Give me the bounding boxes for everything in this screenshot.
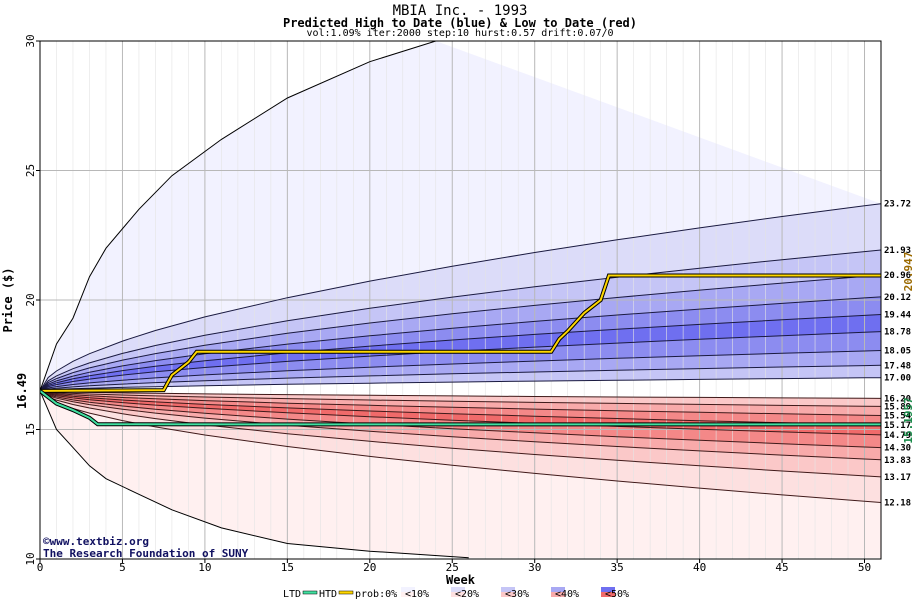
legend-ltd-swatch xyxy=(302,590,318,595)
htd-line xyxy=(40,274,881,392)
band-lower-2 xyxy=(40,390,881,426)
quantile-end-label: 13.17 xyxy=(884,473,911,483)
quantile-end-label: 18.05 xyxy=(884,347,911,357)
x-tick-label: 30 xyxy=(528,561,541,574)
quantile-end-label: 14.79 xyxy=(884,431,911,441)
x-axis-label: Week xyxy=(446,573,476,587)
legend-zone-swatch-red xyxy=(601,592,615,597)
band-lower-4 xyxy=(40,390,881,448)
quantile-end-label: 18.78 xyxy=(884,328,911,338)
credit-org: The Research Foundation of SUNY xyxy=(43,547,249,560)
legend-zone-swatch-blue xyxy=(501,587,515,592)
quantile-line-upper-5 xyxy=(40,331,881,392)
quantile-end-label: 21.93 xyxy=(884,246,911,256)
htd-final-label: 20.947 xyxy=(902,252,915,292)
ltd-final-label: 15.1957 xyxy=(902,397,915,443)
quantile-end-label: 23.72 xyxy=(884,200,911,210)
legend-zone-swatch-red xyxy=(501,592,515,597)
credit-url: ©www.textbiz.org xyxy=(43,535,149,548)
quantile-end-label: 20.12 xyxy=(884,293,911,303)
x-tick-label: 10 xyxy=(198,561,211,574)
quantile-end-label: 15.89 xyxy=(884,402,911,412)
x-tick-label: 50 xyxy=(858,561,871,574)
x-tick-label: 35 xyxy=(611,561,624,574)
legend-prob-label: prob:0% xyxy=(355,589,397,600)
outer-line-lower xyxy=(40,390,469,559)
y-tick-label: 10 xyxy=(24,552,37,565)
x-tick-label: 40 xyxy=(693,561,706,574)
quantile-line-upper-1 xyxy=(40,249,881,392)
band-lower-outer xyxy=(40,390,881,558)
x-tick-label: 20 xyxy=(363,561,376,574)
y-axis-label: Price ($) xyxy=(1,267,15,332)
quantile-end-label: 17.00 xyxy=(884,374,911,384)
band-upper-outer xyxy=(40,41,881,391)
band-upper-3 xyxy=(40,296,881,391)
y-tick-label: 20 xyxy=(24,293,37,306)
legend-zone-swatch-blue xyxy=(451,587,465,592)
quantile-end-label: 15.17 xyxy=(884,421,911,431)
outer-line-upper xyxy=(40,41,436,392)
y-tick-label: 30 xyxy=(24,34,37,47)
quantile-line-upper-2 xyxy=(40,274,881,392)
quantile-end-label: 14.30 xyxy=(884,444,911,454)
quantile-end-label: 12.18 xyxy=(884,499,911,509)
legend-htd-label: HTD xyxy=(319,589,337,600)
y-tick-label: 15 xyxy=(24,423,37,436)
band-lower-7 xyxy=(40,390,881,503)
quantile-line-lower-5 xyxy=(40,390,881,449)
quantile-line-lower-1 xyxy=(40,390,881,407)
quantile-line-lower-7 xyxy=(40,390,881,478)
legend-htd-swatch xyxy=(338,590,354,595)
quantile-line-lower-2 xyxy=(40,390,881,416)
band-upper-1 xyxy=(40,250,881,391)
band-upper-2 xyxy=(40,275,881,391)
legend-zone-swatch-red xyxy=(451,592,465,597)
legend-ltd-label: LTD xyxy=(283,589,301,600)
legend-zone-label: <50% xyxy=(605,589,629,600)
legend-zone-label: <30% xyxy=(505,589,529,600)
quantile-line-upper-0 xyxy=(40,203,881,392)
legend-zone-swatch-blue xyxy=(551,587,565,592)
quantile-end-label: 19.44 xyxy=(884,311,912,321)
legend-zone-swatch-blue xyxy=(601,587,615,592)
band-upper-4 xyxy=(40,314,881,391)
x-tick-label: 5 xyxy=(119,561,126,574)
x-tick-label: 25 xyxy=(446,561,459,574)
chart-params: vol:1.09% iter:2000 step:10 hurst:0.57 d… xyxy=(306,28,614,39)
quantile-line-lower-3 xyxy=(40,390,881,426)
y-tick-label: 25 xyxy=(24,164,37,177)
start-price-label: 16.49 xyxy=(15,373,29,409)
x-tick-label: 45 xyxy=(775,561,788,574)
legend-zone-swatch-blue xyxy=(401,587,415,592)
chart-title: MBIA Inc. - 1993 xyxy=(392,3,528,19)
chart-subtitle: Predicted High to Date (blue) & Low to D… xyxy=(282,16,637,30)
legend-zone-swatch-red xyxy=(401,592,415,597)
band-upper-0 xyxy=(40,203,881,391)
quantile-end-label: 20.96 xyxy=(884,271,911,281)
band-lower-1 xyxy=(40,390,881,416)
quantile-end-label: 15.54 xyxy=(884,412,912,422)
band-upper-6 xyxy=(40,350,881,391)
legend-zone-label: <10% xyxy=(405,589,429,600)
ltd-line xyxy=(40,390,881,426)
quantile-end-label: 16.20 xyxy=(884,394,911,404)
quantile-line-lower-4 xyxy=(40,390,881,436)
quantile-lines xyxy=(40,41,881,559)
band-lower-5 xyxy=(40,390,881,460)
quantile-end-label: 17.48 xyxy=(884,361,911,371)
quantile-end-label: 13.83 xyxy=(884,456,911,466)
quantile-line-upper-6 xyxy=(40,350,881,392)
quantile-line-upper-3 xyxy=(40,296,881,392)
legend-zone-swatch-red xyxy=(551,592,565,597)
legend-zone-label: <40% xyxy=(555,589,579,600)
x-tick-label: 0 xyxy=(37,561,44,574)
x-tick-label: 15 xyxy=(281,561,294,574)
legend-zone-label: <20% xyxy=(455,589,479,600)
band-lower-6 xyxy=(40,390,881,477)
band-upper-5 xyxy=(40,331,881,391)
quantile-line-upper-7 xyxy=(40,364,881,392)
